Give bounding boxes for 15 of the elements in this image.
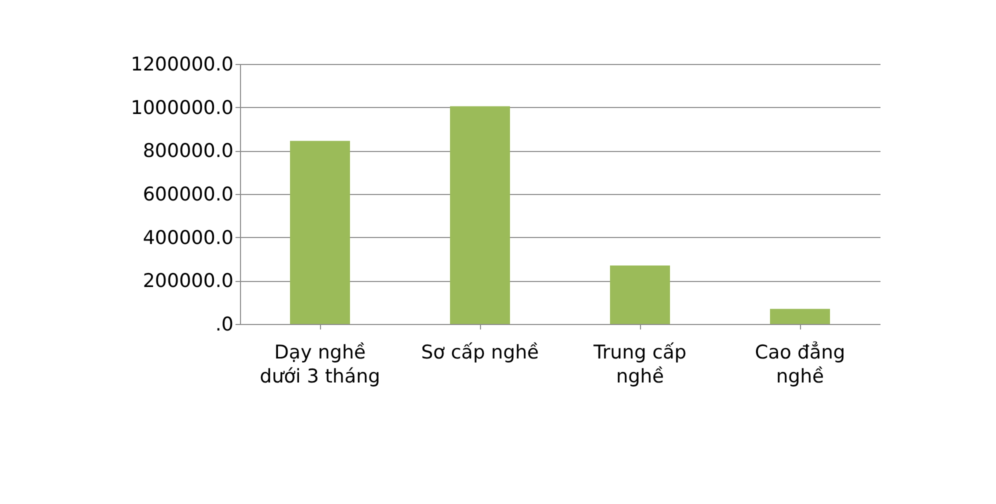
bar (770, 308, 830, 324)
y-tick-label: 200000.0 (142, 270, 234, 292)
y-tick-label: 600000.0 (142, 184, 234, 206)
x-tick-label: Dạy nghề dưới 3 tháng (260, 342, 380, 388)
bar (610, 266, 670, 324)
x-tick-label: Sơ cấp nghề (421, 342, 539, 364)
x-tick-label: Trung cấp nghề (592, 342, 686, 388)
y-tick-label: 1200000.0 (130, 54, 234, 76)
y-tick-label: 1000000.0 (130, 96, 234, 119)
x-tick-label: Cao đẳng nghề (754, 340, 846, 388)
y-tick-label: .0 (215, 314, 234, 336)
bar (450, 106, 510, 324)
y-tick-label: 800000.0 (142, 140, 234, 162)
y-tick-label: 400000.0 (142, 226, 234, 249)
bar (290, 140, 350, 324)
